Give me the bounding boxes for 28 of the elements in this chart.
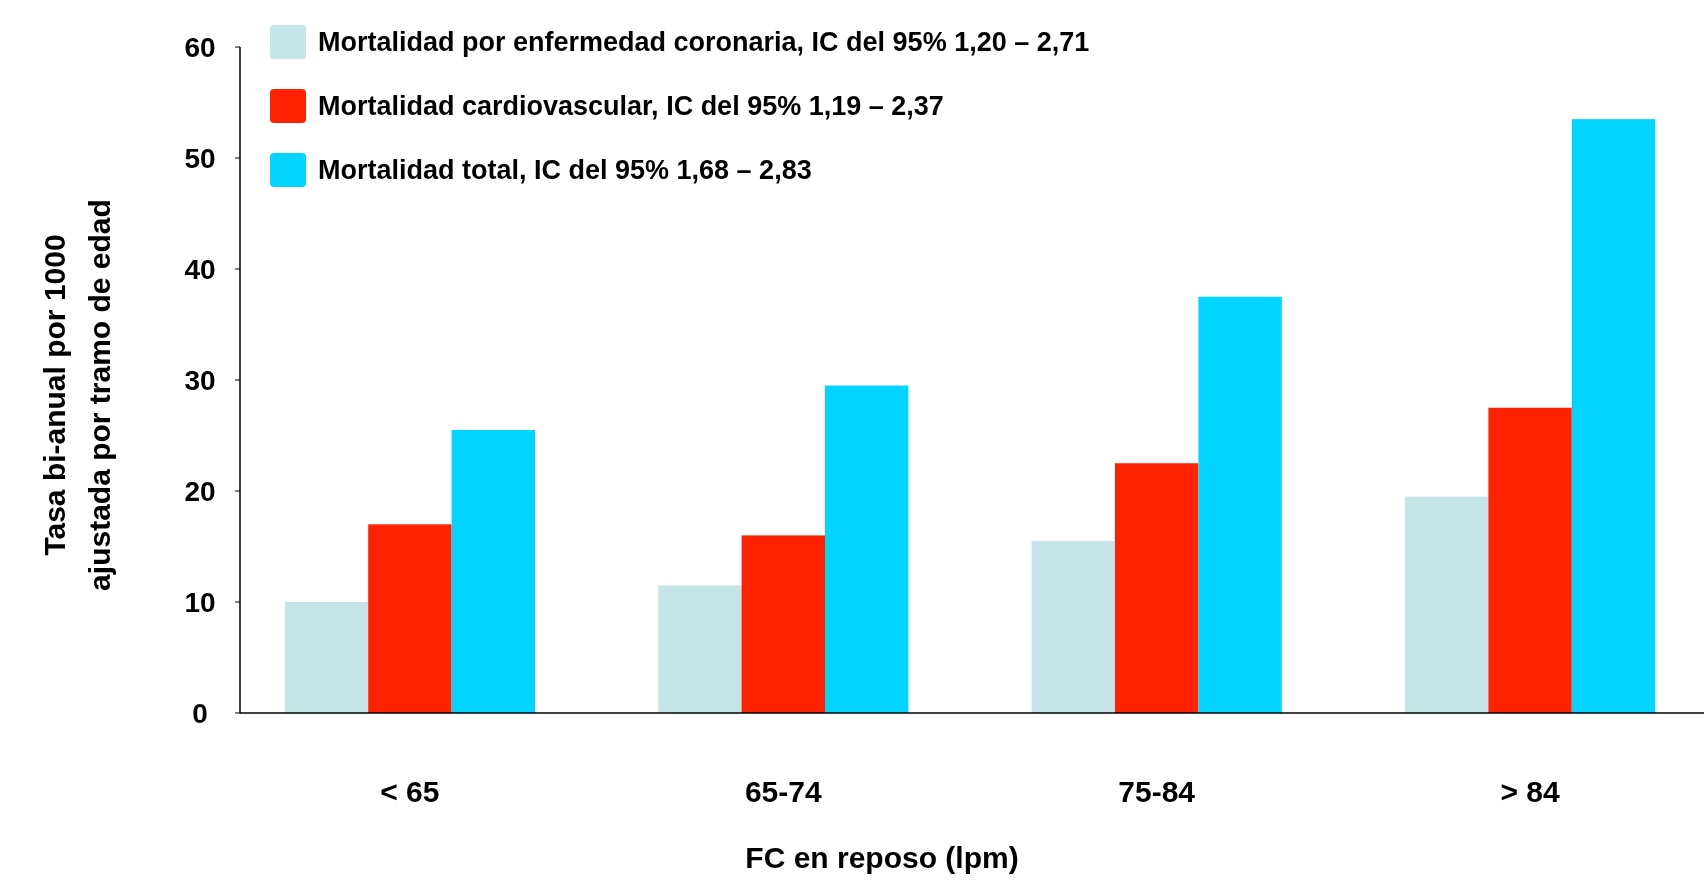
bar: [1198, 296, 1282, 713]
x-axis-title: FC en reposo (lpm): [745, 841, 1019, 874]
legend-label: Mortalidad por enfermedad coronaria, IC del 95% 1,20 – 2,71: [318, 27, 1090, 57]
y-tick-label: 60: [184, 31, 216, 63]
bar: [368, 524, 452, 713]
bar: [284, 602, 369, 713]
y-tick-label: 40: [184, 253, 216, 285]
bar: [658, 585, 742, 713]
bar: [1115, 463, 1199, 713]
bar: [1571, 119, 1656, 713]
x-tick-label: 65-74: [744, 774, 822, 808]
bar: [1031, 540, 1115, 713]
bar: [1488, 407, 1572, 713]
bar: [741, 535, 825, 713]
y-axis-title: Tasa bi-anual por 1000 ajustada por tramo de edad: [38, 199, 116, 591]
y-tick-label: 30: [184, 364, 216, 396]
x-tick-label: 75-84: [1118, 774, 1196, 808]
legend-label: Mortalidad total, IC del 95% 1,68 – 2,83: [318, 155, 812, 185]
y-tick-label: 20: [184, 475, 216, 507]
y-tick-label: 10: [184, 586, 216, 618]
y-tick-label: 50: [184, 142, 216, 174]
bar: [451, 429, 535, 713]
legend-label: Mortalidad cardiovascular, IC del 95% 1,19 – 2,37: [318, 91, 944, 121]
x-tick-label: > 84: [1500, 774, 1561, 808]
bar: [1405, 496, 1489, 713]
x-tick-label: < 65: [380, 774, 440, 808]
bar: [825, 385, 909, 713]
y-tick-label: 0: [192, 697, 208, 729]
